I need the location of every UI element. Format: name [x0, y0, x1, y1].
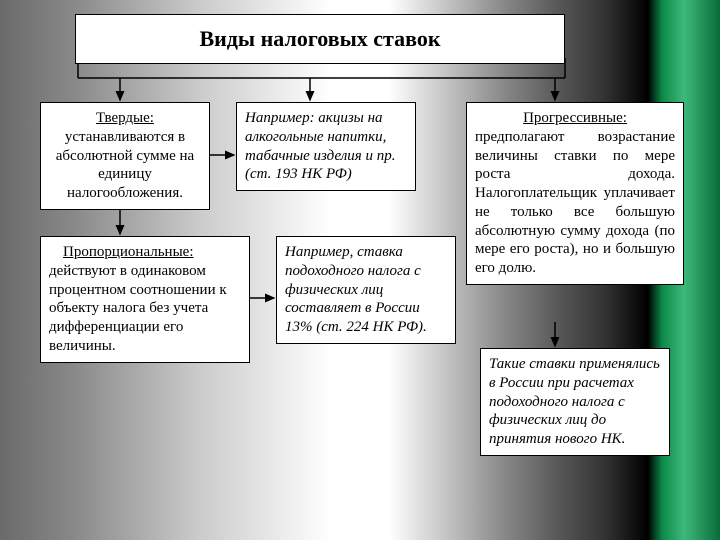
fixed-body: устанавливаются в абсолютной сумме на ед…	[56, 129, 194, 201]
progressive-heading: Прогрессивные:	[523, 110, 627, 126]
proportional-example-text: Например, ставка подоходного налога с фи…	[285, 244, 427, 335]
progressive-box: Прогрессивные: предполагают возрастание …	[466, 102, 684, 285]
fixed-heading: Твердые:	[96, 110, 154, 126]
progressive-note-text: Такие ставки применялись в России при ра…	[489, 356, 660, 447]
diagram-canvas: Виды налоговых ставок Твердые: устанавли…	[0, 0, 720, 540]
fixed-example-box: Например: акцизы на алкогольные напитки,…	[236, 102, 416, 191]
proportional-heading: Пропорциональные:	[63, 244, 194, 260]
fixed-example-text: Например: акцизы на алкогольные напитки,…	[245, 110, 396, 182]
proportional-example-box: Например, ставка подоходного налога с фи…	[276, 236, 456, 344]
proportional-box: Пропорциональные: действуют в одинаковом…	[40, 236, 250, 363]
fixed-box: Твердые: устанавливаются в абсолютной су…	[40, 102, 210, 210]
proportional-body: действуют в одинаковом процентном соотно…	[49, 263, 227, 354]
title-text: Виды налоговых ставок	[199, 26, 440, 51]
title-box: Виды налоговых ставок	[75, 14, 565, 64]
progressive-note-box: Такие ставки применялись в России при ра…	[480, 348, 670, 456]
progressive-body: предполагают возрастание величины ставки…	[475, 129, 675, 276]
